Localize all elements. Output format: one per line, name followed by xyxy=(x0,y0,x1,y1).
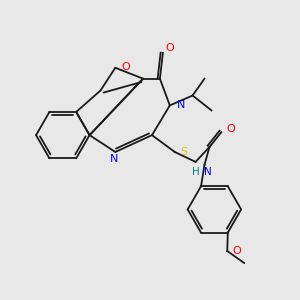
Text: O: O xyxy=(226,124,235,134)
Text: N: N xyxy=(110,154,118,164)
Text: N: N xyxy=(205,167,212,177)
Text: O: O xyxy=(121,62,130,72)
Text: H: H xyxy=(192,167,200,177)
Text: O: O xyxy=(232,246,241,256)
Text: N: N xyxy=(177,100,185,110)
Text: S: S xyxy=(181,147,188,157)
Text: O: O xyxy=(166,43,175,53)
